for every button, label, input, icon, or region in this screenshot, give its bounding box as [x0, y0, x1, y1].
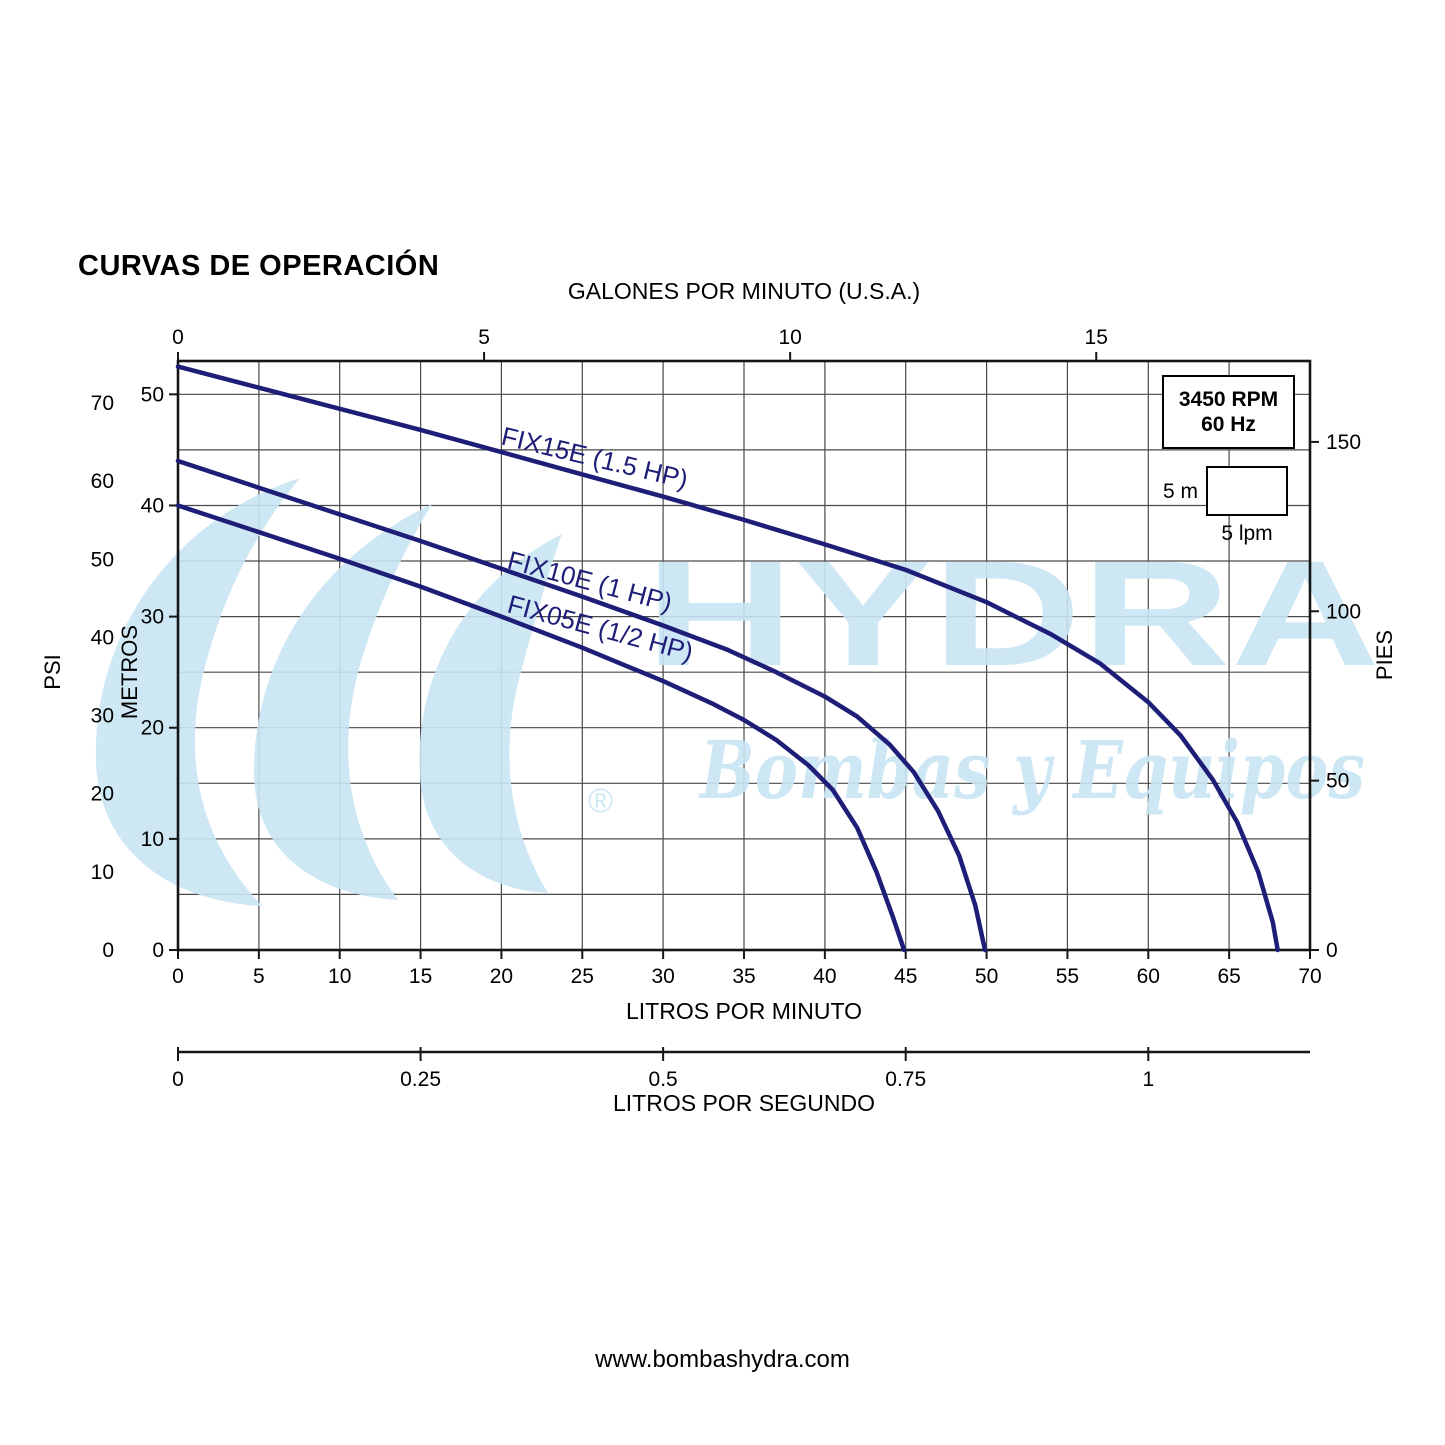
- tick-label-lpm: 0: [172, 965, 184, 988]
- scale-horizontal-label: 5 lpm: [1221, 522, 1273, 545]
- tick-label-psi: 50: [91, 548, 114, 571]
- tick-label-metros: 0: [152, 939, 164, 962]
- website-url: www.bombashydra.com: [595, 1346, 850, 1373]
- tick-label-gpm: 10: [778, 326, 801, 349]
- scale-reference-box: [1206, 466, 1288, 516]
- rpm-value: 3450 RPM: [1178, 388, 1279, 411]
- tick-label-gpm: 0: [172, 326, 184, 349]
- tick-label-pies: 0: [1326, 939, 1338, 962]
- tick-label-pies: 100: [1326, 600, 1361, 623]
- tick-label-lpm: 30: [651, 965, 674, 988]
- grid: [178, 361, 1310, 950]
- tick-label-metros: 40: [141, 494, 164, 517]
- tick-label-lps: 0.75: [885, 1068, 926, 1091]
- tick-label-gpm: 5: [478, 326, 490, 349]
- tick-label-lpm: 65: [1217, 965, 1240, 988]
- registered-icon: ®: [588, 782, 613, 820]
- tick-label-psi: 40: [91, 626, 114, 649]
- curve-fix10e: [175, 458, 988, 953]
- tick-label-lpm: 20: [490, 965, 513, 988]
- tick-label-lpm: 35: [732, 965, 755, 988]
- left-axis-metros-title: METROS: [117, 625, 142, 719]
- tick-label-lps: 0: [172, 1068, 184, 1091]
- axis-ticks: [169, 352, 1319, 959]
- rpm-note-box: 3450 RPM 60 Hz: [1162, 375, 1295, 449]
- tick-label-pies: 150: [1326, 431, 1361, 454]
- hydra-logo-swirl: [254, 504, 432, 900]
- tick-label-gpm: 15: [1085, 326, 1108, 349]
- tick-label-lpm: 60: [1137, 965, 1160, 988]
- curve-fix15e: [175, 364, 1280, 953]
- tick-label-psi: 0: [102, 939, 114, 962]
- tick-label-lpm: 55: [1056, 965, 1079, 988]
- tick-label-metros: 30: [141, 606, 164, 629]
- tick-label-lpm: 25: [571, 965, 594, 988]
- hydra-logo-swirl: [419, 534, 562, 893]
- curve-fix05e: [175, 503, 907, 953]
- tick-label-lps: 0.25: [400, 1068, 441, 1091]
- tick-label-metros: 20: [141, 717, 164, 740]
- tick-label-lpm: 40: [813, 965, 836, 988]
- tick-label-lps: 1: [1142, 1068, 1154, 1091]
- tick-label-lpm: 70: [1298, 965, 1321, 988]
- tick-label-lpm: 45: [894, 965, 917, 988]
- tick-label-lps: 0.5: [649, 1068, 678, 1091]
- tick-label-lpm: 50: [975, 965, 998, 988]
- scale-vertical-label: 5 m: [1162, 480, 1198, 503]
- left-axis-psi-title: PSI: [40, 654, 65, 689]
- tick-label-metros: 10: [141, 828, 164, 851]
- watermark-subtitle-text: Bombas y Equipos: [698, 723, 1365, 817]
- top-axis-title: GALONES POR MINUTO (U.S.A.): [567, 278, 921, 304]
- tick-label-psi: 70: [91, 392, 114, 415]
- hydra-logo-swirl: [95, 478, 300, 906]
- tick-label-lpm: 5: [253, 965, 265, 988]
- tick-label-psi: 10: [91, 861, 114, 884]
- chart-title: CURVAS DE OPERACIÓN: [78, 250, 440, 282]
- tick-label-metros: 50: [141, 383, 164, 406]
- axis-tick-labels: 0 5 10 150 5 10 15 20 25 30 35 40 45 50 55 60 65 70010203…: [40, 326, 1397, 988]
- right-axis-pies-title: PIES: [1372, 630, 1397, 680]
- tick-label-psi: 60: [91, 470, 114, 493]
- tick-label-lpm: 10: [328, 965, 351, 988]
- tick-label-psi: 30: [91, 705, 114, 728]
- tick-label-psi: 20: [91, 783, 114, 806]
- tick-label-pies: 50: [1326, 770, 1349, 793]
- hz-value: 60 Hz: [1201, 413, 1256, 436]
- bottom-axis-lps-title: LITROS POR SEGUNDO: [613, 1090, 875, 1116]
- bottom-axis-lpm-title: LITROS POR MINUTO: [626, 998, 862, 1024]
- tick-label-lpm: 15: [409, 965, 432, 988]
